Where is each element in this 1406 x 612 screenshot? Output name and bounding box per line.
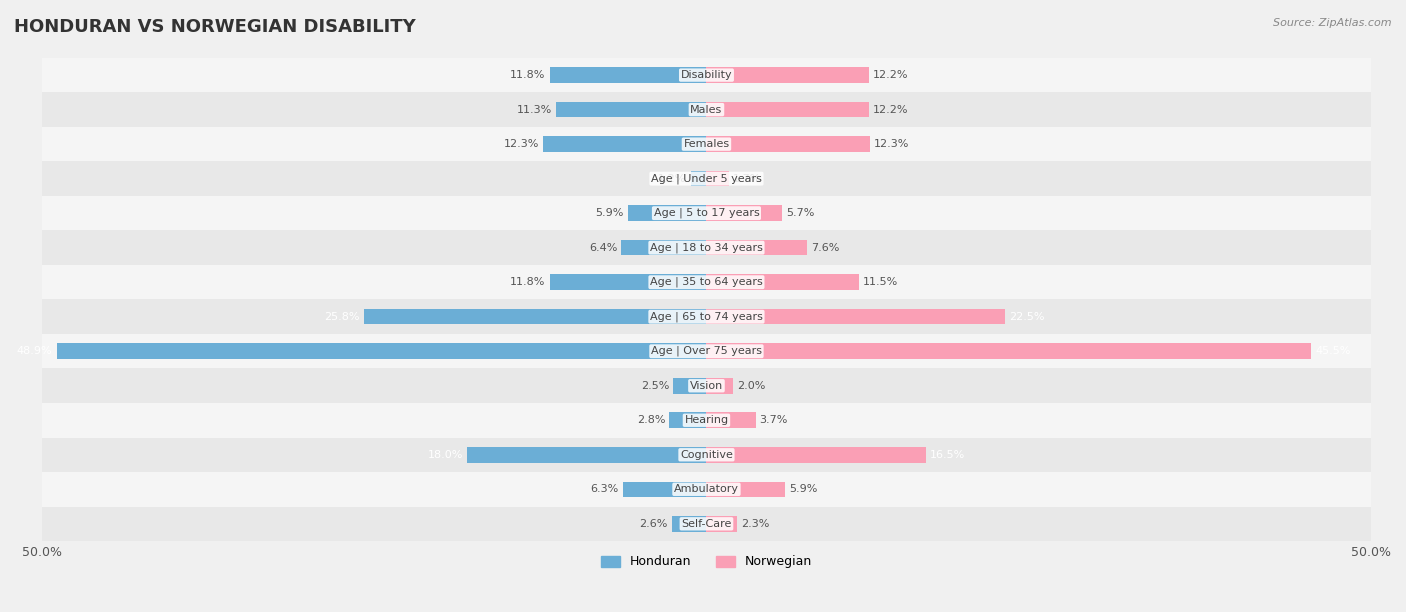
Text: Age | 35 to 64 years: Age | 35 to 64 years bbox=[650, 277, 763, 288]
Text: 12.2%: 12.2% bbox=[873, 105, 908, 114]
Bar bbox=[706, 516, 737, 532]
Text: 2.6%: 2.6% bbox=[640, 519, 668, 529]
Bar bbox=[669, 412, 706, 428]
Bar bbox=[557, 102, 706, 118]
Bar bbox=[706, 274, 859, 290]
Text: 5.9%: 5.9% bbox=[596, 208, 624, 218]
Text: Vision: Vision bbox=[690, 381, 723, 390]
Text: 7.6%: 7.6% bbox=[811, 243, 839, 253]
Text: Disability: Disability bbox=[681, 70, 733, 80]
Text: 22.5%: 22.5% bbox=[1010, 312, 1045, 322]
Text: 3.7%: 3.7% bbox=[759, 416, 787, 425]
Bar bbox=[706, 171, 730, 187]
Bar bbox=[56, 343, 706, 359]
Bar bbox=[543, 136, 706, 152]
Bar bbox=[42, 231, 1371, 265]
Text: 5.7%: 5.7% bbox=[786, 208, 814, 218]
Bar bbox=[42, 368, 1371, 403]
Text: 6.3%: 6.3% bbox=[591, 484, 619, 494]
Bar bbox=[42, 334, 1371, 368]
Bar bbox=[42, 438, 1371, 472]
Text: 5.9%: 5.9% bbox=[789, 484, 817, 494]
Text: Age | 65 to 74 years: Age | 65 to 74 years bbox=[650, 312, 763, 322]
Text: 6.4%: 6.4% bbox=[589, 243, 617, 253]
Text: 2.8%: 2.8% bbox=[637, 416, 665, 425]
Text: Source: ZipAtlas.com: Source: ZipAtlas.com bbox=[1274, 18, 1392, 28]
Bar bbox=[42, 265, 1371, 299]
Bar bbox=[467, 447, 706, 463]
Text: 12.3%: 12.3% bbox=[503, 139, 538, 149]
Bar bbox=[621, 240, 706, 255]
Text: 12.3%: 12.3% bbox=[875, 139, 910, 149]
Bar bbox=[706, 206, 782, 221]
Bar bbox=[706, 482, 785, 497]
Text: 1.7%: 1.7% bbox=[733, 174, 762, 184]
Text: Females: Females bbox=[683, 139, 730, 149]
Text: HONDURAN VS NORWEGIAN DISABILITY: HONDURAN VS NORWEGIAN DISABILITY bbox=[14, 18, 416, 36]
Text: Cognitive: Cognitive bbox=[681, 450, 733, 460]
Bar bbox=[42, 403, 1371, 438]
Text: Ambulatory: Ambulatory bbox=[673, 484, 740, 494]
Bar bbox=[706, 412, 755, 428]
Bar bbox=[42, 127, 1371, 162]
Bar bbox=[42, 162, 1371, 196]
Text: 2.5%: 2.5% bbox=[641, 381, 669, 390]
Bar bbox=[706, 136, 870, 152]
Text: 25.8%: 25.8% bbox=[323, 312, 360, 322]
Bar bbox=[42, 299, 1371, 334]
Text: 18.0%: 18.0% bbox=[427, 450, 463, 460]
Bar bbox=[550, 67, 706, 83]
Bar bbox=[623, 482, 706, 497]
Text: 11.3%: 11.3% bbox=[517, 105, 553, 114]
Text: 1.2%: 1.2% bbox=[658, 174, 686, 184]
Bar bbox=[42, 196, 1371, 231]
Text: Age | 18 to 34 years: Age | 18 to 34 years bbox=[650, 242, 763, 253]
Text: 45.5%: 45.5% bbox=[1315, 346, 1351, 356]
Bar bbox=[550, 274, 706, 290]
Text: 11.8%: 11.8% bbox=[510, 70, 546, 80]
Bar bbox=[706, 102, 869, 118]
Text: 11.8%: 11.8% bbox=[510, 277, 546, 287]
Text: Age | 5 to 17 years: Age | 5 to 17 years bbox=[654, 208, 759, 218]
Bar bbox=[706, 378, 733, 394]
Text: Self-Care: Self-Care bbox=[682, 519, 731, 529]
Bar bbox=[42, 58, 1371, 92]
Legend: Honduran, Norwegian: Honduran, Norwegian bbox=[596, 550, 817, 573]
Text: 2.0%: 2.0% bbox=[737, 381, 765, 390]
Bar bbox=[690, 171, 706, 187]
Text: 16.5%: 16.5% bbox=[929, 450, 965, 460]
Bar bbox=[42, 472, 1371, 507]
Text: 11.5%: 11.5% bbox=[863, 277, 898, 287]
Bar bbox=[364, 309, 706, 324]
Text: 12.2%: 12.2% bbox=[873, 70, 908, 80]
Text: Age | Under 5 years: Age | Under 5 years bbox=[651, 173, 762, 184]
Bar bbox=[706, 309, 1005, 324]
Bar bbox=[42, 92, 1371, 127]
Bar bbox=[672, 516, 706, 532]
Text: Age | Over 75 years: Age | Over 75 years bbox=[651, 346, 762, 356]
Text: 48.9%: 48.9% bbox=[17, 346, 52, 356]
Bar bbox=[628, 206, 706, 221]
Bar bbox=[673, 378, 706, 394]
Bar bbox=[42, 507, 1371, 541]
Text: Hearing: Hearing bbox=[685, 416, 728, 425]
Bar bbox=[706, 343, 1312, 359]
Bar bbox=[706, 447, 925, 463]
Text: 2.3%: 2.3% bbox=[741, 519, 769, 529]
Text: Males: Males bbox=[690, 105, 723, 114]
Bar bbox=[706, 240, 807, 255]
Bar bbox=[706, 67, 869, 83]
